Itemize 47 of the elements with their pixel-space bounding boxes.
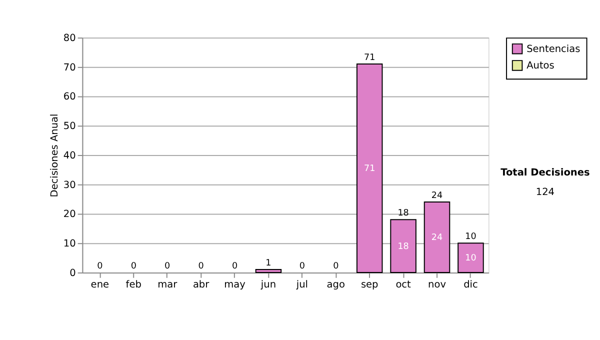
total-label: 24 bbox=[431, 191, 444, 202]
x-tick-label: abr bbox=[192, 280, 210, 291]
data-label: 18 bbox=[398, 242, 409, 252]
x-tick-label: mar bbox=[158, 280, 178, 291]
total-label: 0 bbox=[164, 262, 171, 272]
y-tick-label: 60 bbox=[63, 92, 76, 103]
x-tick-label: ene bbox=[90, 280, 110, 291]
bar bbox=[458, 242, 484, 273]
data-label: 24 bbox=[431, 233, 444, 244]
y-tick-label: 0 bbox=[70, 268, 76, 279]
x-tick-label: sep bbox=[360, 280, 378, 291]
x-tick-label: dic bbox=[464, 280, 478, 291]
y-tick-label: 80 bbox=[63, 32, 76, 44]
x-tick-label: oct bbox=[396, 280, 412, 291]
x-tick-label: jul bbox=[295, 280, 308, 291]
text: 124 bbox=[536, 187, 555, 198]
legend-label: Autos bbox=[526, 60, 554, 72]
total-label: 18 bbox=[398, 208, 409, 219]
x-tick-label: ago bbox=[326, 280, 345, 291]
legend-label: Sentencias bbox=[526, 44, 580, 55]
x-tick-label: nov bbox=[428, 280, 446, 291]
data-label: 71 bbox=[364, 164, 376, 174]
x-tick-label: jun bbox=[260, 280, 276, 291]
y-tick-label: 50 bbox=[63, 121, 76, 132]
total-label: 0 bbox=[232, 262, 238, 272]
y-tick-label: 30 bbox=[63, 180, 76, 191]
data-label: 10 bbox=[465, 254, 477, 264]
y-axis-title: Decisiones Anual bbox=[50, 114, 61, 198]
bar bbox=[356, 64, 383, 273]
total-label: 10 bbox=[465, 232, 477, 242]
y-tick-label: 20 bbox=[63, 209, 76, 220]
y-tick-label: 10 bbox=[63, 238, 76, 250]
total-label: 0 bbox=[130, 262, 137, 272]
total-label: 0 bbox=[198, 262, 204, 272]
y-tick-label: 70 bbox=[63, 62, 76, 74]
x-tick-label: feb bbox=[126, 280, 142, 291]
total-label: 1 bbox=[266, 258, 272, 269]
total-label: 0 bbox=[333, 262, 340, 272]
text: Total Decisiones bbox=[500, 168, 590, 179]
bar bbox=[424, 202, 450, 273]
bar bbox=[390, 219, 416, 273]
bar bbox=[255, 269, 282, 273]
total-label: 0 bbox=[97, 262, 104, 272]
total-label: 0 bbox=[299, 262, 306, 272]
y-tick-label: 40 bbox=[63, 150, 76, 162]
x-tick-label: may bbox=[224, 280, 246, 291]
total-label: 71 bbox=[364, 53, 376, 64]
